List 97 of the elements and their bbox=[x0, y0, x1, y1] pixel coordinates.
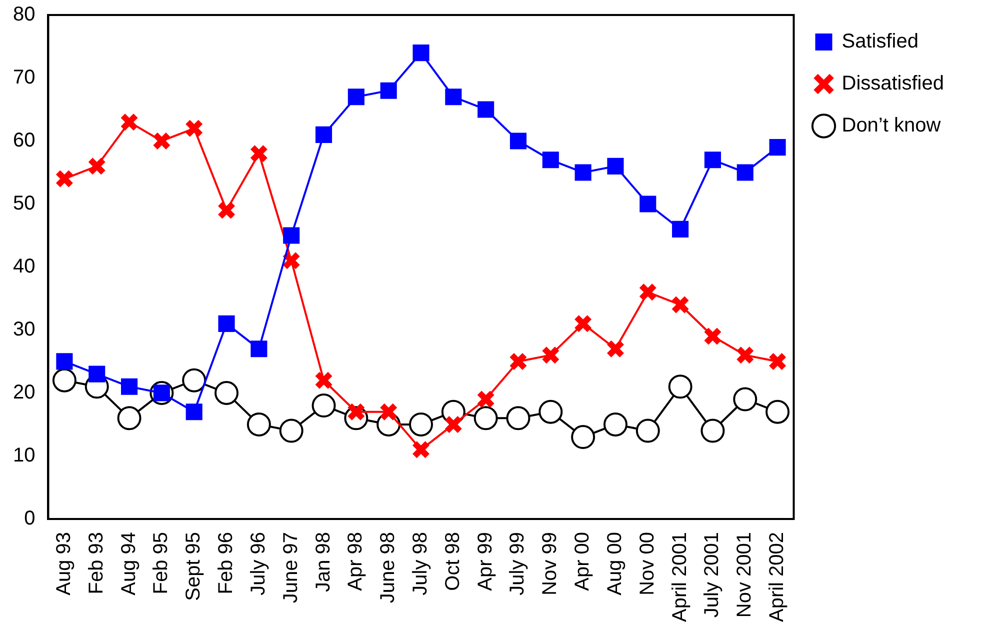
point bbox=[670, 295, 690, 314]
point bbox=[571, 425, 596, 450]
point bbox=[312, 394, 336, 418]
point bbox=[218, 315, 235, 332]
x-tick-label: Feb 95 bbox=[150, 532, 172, 594]
point bbox=[55, 169, 74, 188]
point bbox=[117, 406, 142, 430]
point bbox=[348, 88, 364, 106]
point bbox=[768, 352, 787, 371]
y-tick-label: 10 bbox=[12, 444, 36, 466]
point bbox=[510, 132, 527, 150]
point bbox=[574, 164, 592, 181]
point bbox=[538, 400, 563, 424]
point bbox=[186, 404, 202, 420]
point bbox=[603, 412, 628, 436]
x-tick-label: Nov 00 bbox=[636, 532, 658, 596]
point bbox=[379, 402, 398, 422]
point bbox=[542, 152, 559, 168]
y-tick-label: 50 bbox=[12, 192, 36, 214]
point bbox=[476, 390, 496, 409]
point bbox=[412, 44, 430, 62]
point bbox=[541, 346, 560, 365]
x-tick-label: Nov 2001 bbox=[734, 532, 756, 618]
point bbox=[444, 415, 463, 434]
point bbox=[182, 368, 206, 392]
x-tick-label: Oct 98 bbox=[442, 532, 464, 591]
legend-label: Don’t know bbox=[842, 114, 942, 137]
x-tick-label: June 98 bbox=[377, 532, 400, 604]
point bbox=[88, 366, 106, 382]
point bbox=[121, 378, 138, 395]
y-tick-label: 40 bbox=[12, 255, 36, 278]
point bbox=[250, 144, 268, 163]
point bbox=[766, 400, 790, 424]
point bbox=[704, 152, 721, 168]
point bbox=[607, 158, 624, 174]
y-tick-label: 80 bbox=[12, 4, 36, 26]
y-tick-label: 30 bbox=[12, 318, 36, 340]
x-tick-label: Feb 96 bbox=[215, 532, 238, 594]
point bbox=[474, 406, 498, 430]
point bbox=[214, 380, 239, 405]
x-tick-label: Aug 00 bbox=[604, 532, 626, 596]
point bbox=[88, 156, 106, 176]
x-tick-label: July 98 bbox=[410, 532, 432, 596]
point bbox=[769, 139, 786, 156]
y-tick-label: 20 bbox=[12, 381, 36, 404]
x-tick-label: July 2001 bbox=[701, 532, 724, 618]
point bbox=[120, 112, 139, 132]
point bbox=[279, 418, 304, 443]
point bbox=[506, 406, 530, 430]
point bbox=[152, 132, 172, 150]
point bbox=[672, 220, 689, 238]
legend-label: Dissatisfied bbox=[842, 72, 944, 95]
point bbox=[283, 227, 300, 244]
x-tick-label: Aug 93 bbox=[52, 532, 75, 596]
point bbox=[314, 370, 334, 390]
point bbox=[412, 440, 430, 460]
x-tick-label: July 96 bbox=[247, 532, 270, 596]
y-tick-label: 70 bbox=[12, 66, 36, 89]
point bbox=[56, 353, 73, 370]
point bbox=[445, 88, 462, 106]
point bbox=[736, 346, 754, 365]
y-tick-label: 60 bbox=[12, 130, 36, 152]
point bbox=[380, 82, 397, 99]
x-tick-label: Aug 94 bbox=[118, 532, 140, 596]
point bbox=[733, 387, 758, 412]
x-tick-label: Sept 95 bbox=[182, 532, 205, 601]
x-tick-label: Apr 99 bbox=[474, 532, 496, 591]
point bbox=[703, 326, 722, 346]
point bbox=[638, 282, 658, 302]
point bbox=[606, 339, 625, 358]
point bbox=[408, 412, 433, 436]
point bbox=[217, 200, 236, 220]
point bbox=[184, 119, 204, 138]
x-tick-label: July 99 bbox=[506, 532, 529, 596]
point bbox=[508, 352, 528, 371]
point bbox=[315, 126, 332, 143]
x-tick-label: Nov 99 bbox=[539, 532, 562, 596]
x-tick-label: Apr 00 bbox=[572, 532, 594, 591]
point bbox=[640, 196, 656, 212]
point bbox=[246, 412, 271, 436]
x-tick-label: Feb 93 bbox=[85, 532, 108, 594]
point bbox=[478, 101, 494, 118]
point bbox=[668, 374, 692, 399]
point bbox=[282, 251, 301, 270]
point bbox=[250, 340, 268, 358]
x-tick-label: Jan 98 bbox=[312, 532, 334, 592]
point bbox=[700, 418, 725, 443]
y-tick-label: 0 bbox=[24, 507, 36, 530]
x-tick-label: June 97 bbox=[280, 532, 302, 604]
legend-label: Satisfied bbox=[842, 30, 918, 53]
x-tick-label: April 2002 bbox=[766, 532, 788, 622]
point bbox=[636, 418, 660, 443]
x-tick-label: April 2001 bbox=[668, 532, 691, 622]
point bbox=[736, 164, 754, 181]
point bbox=[52, 368, 76, 392]
point bbox=[574, 314, 592, 334]
x-tick-label: Apr 98 bbox=[344, 532, 367, 591]
